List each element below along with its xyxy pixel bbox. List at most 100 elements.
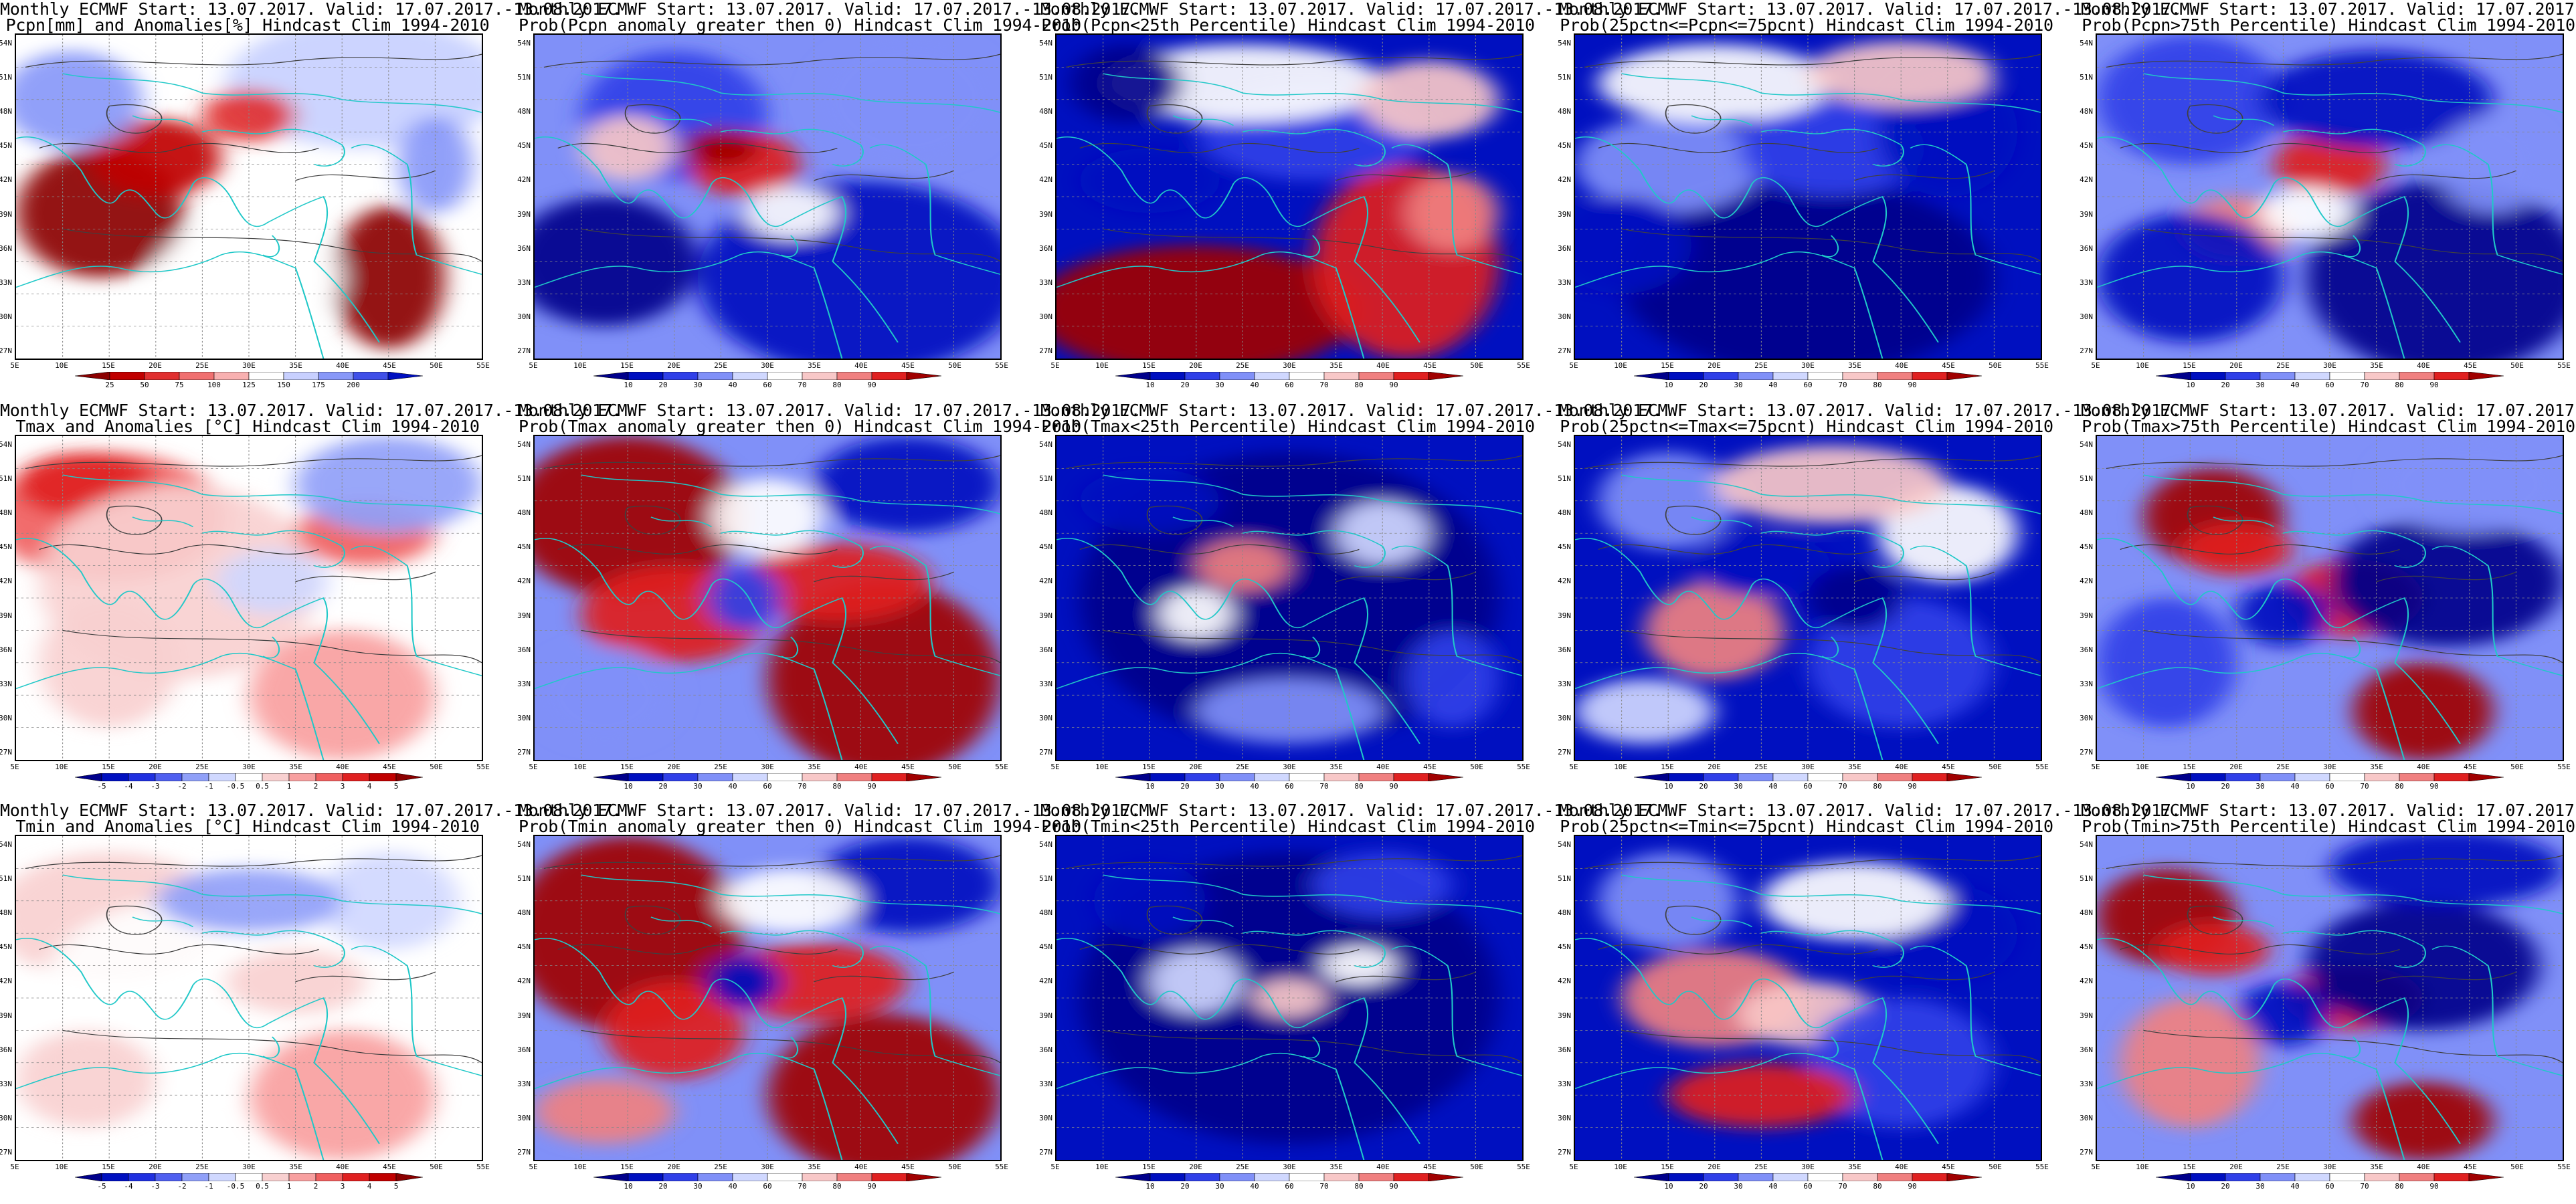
lon-label: 25E bbox=[2276, 1163, 2290, 1171]
coastline bbox=[313, 261, 380, 343]
coastline bbox=[16, 251, 325, 359]
lon-label: 40E bbox=[336, 361, 349, 370]
color-bar-tick: 20 bbox=[1180, 782, 1190, 791]
contour-line bbox=[2143, 1029, 2563, 1064]
coastline bbox=[1303, 1036, 1321, 1059]
panel-title: Prob(25pctn<=Pcpn<=75pcnt) Hindcast Clim… bbox=[1560, 15, 2053, 35]
color-bar-tick: 60 bbox=[2325, 381, 2334, 389]
lon-label: 25E bbox=[1754, 1163, 1768, 1171]
color-bar-tick: 80 bbox=[2395, 381, 2404, 389]
color-bar-swatch bbox=[662, 1173, 699, 1181]
lon-label: 50E bbox=[1989, 1163, 2002, 1171]
color-bar-swatch bbox=[871, 372, 907, 380]
lat-label: 30N bbox=[2080, 713, 2093, 722]
lon-label: 10E bbox=[573, 361, 587, 370]
lat-label: 39N bbox=[517, 611, 531, 620]
panel-title: Prob(Tmax>75th Percentile) Hindcast Clim… bbox=[2082, 417, 2575, 436]
color-bar-swatch bbox=[1842, 773, 1878, 781]
contour-line bbox=[2187, 905, 2243, 935]
color-bar-tick: 30 bbox=[1734, 782, 1743, 791]
coastline bbox=[1575, 1052, 1883, 1160]
contour-line bbox=[557, 944, 838, 955]
contour-line bbox=[1665, 104, 1722, 134]
color-bar-swatch bbox=[1323, 372, 1360, 380]
lat-label: 48N bbox=[517, 107, 531, 116]
lat-label: 39N bbox=[2080, 611, 2093, 620]
lat-label: 48N bbox=[2080, 508, 2093, 518]
forecast-map bbox=[2096, 33, 2564, 360]
contour-line bbox=[62, 228, 482, 262]
contour-line bbox=[25, 54, 482, 68]
lon-label: 40E bbox=[336, 1163, 349, 1171]
lat-label: 36N bbox=[1558, 1045, 1571, 1054]
map-field bbox=[1056, 436, 1522, 760]
lat-label: 27N bbox=[517, 346, 531, 355]
lon-label: 25E bbox=[2276, 361, 2290, 370]
coastline bbox=[2097, 136, 2409, 262]
coastline bbox=[16, 938, 329, 1063]
color-bar-tick: 3 bbox=[340, 782, 345, 791]
contour-line bbox=[1065, 855, 1522, 869]
color-bar bbox=[593, 372, 941, 380]
lon-label: 55E bbox=[2035, 1163, 2049, 1171]
color-bar-swatch bbox=[2156, 372, 2191, 380]
field-region bbox=[744, 542, 931, 621]
coastline bbox=[2343, 1036, 2361, 1059]
lon-label: 25E bbox=[714, 763, 727, 771]
coastline bbox=[262, 636, 280, 659]
lat-label: 27N bbox=[1039, 1148, 1052, 1157]
lat-label: 39N bbox=[1039, 611, 1052, 620]
color-bar-tick: 30 bbox=[1734, 1182, 1743, 1191]
color-bar-tick: 80 bbox=[1354, 381, 1364, 389]
lon-label: 30E bbox=[242, 1163, 256, 1171]
lat-label: 42N bbox=[0, 175, 12, 185]
forecast-panel: Monthly ECMWF Start: 13.07.2017. Valid: … bbox=[0, 801, 622, 1203]
lat-label: 48N bbox=[0, 908, 12, 918]
color-bar-swatch bbox=[1842, 1173, 1878, 1181]
color-bar-swatch bbox=[2468, 1173, 2504, 1181]
panel-title: Prob(Tmin>75th Percentile) Hindcast Clim… bbox=[2082, 817, 2575, 836]
forecast-map bbox=[1055, 835, 1524, 1161]
contour-line bbox=[106, 505, 163, 535]
panel-title: Tmin and Anomalies [°C] Hindcast Clim 19… bbox=[15, 817, 480, 836]
lon-label: 5E bbox=[1050, 361, 1060, 370]
color-bar-swatch bbox=[628, 372, 664, 380]
color-bar-swatch bbox=[101, 773, 129, 781]
color-bar-swatch bbox=[1912, 372, 1948, 380]
color-bar-tick: 80 bbox=[1873, 381, 1882, 389]
coastline bbox=[1621, 474, 2041, 514]
color-bar-tick: 1 bbox=[286, 782, 292, 791]
lon-label: 20E bbox=[2229, 1163, 2243, 1171]
lat-label: 42N bbox=[1039, 175, 1052, 185]
field-region bbox=[1808, 598, 1995, 728]
lat-label: 27N bbox=[1558, 346, 1571, 355]
lat-label: 36N bbox=[517, 1045, 531, 1054]
color-bar-tick: 70 bbox=[2360, 782, 2369, 791]
lon-label: 10E bbox=[2136, 763, 2149, 771]
color-bar-tick: 10 bbox=[1145, 1182, 1155, 1191]
lon-label: 55E bbox=[2557, 1163, 2571, 1171]
lon-label: 25E bbox=[195, 361, 209, 370]
color-bar-swatch bbox=[732, 372, 768, 380]
color-bar-swatch bbox=[2433, 773, 2470, 781]
lat-label: 39N bbox=[517, 209, 531, 219]
lon-label: 35E bbox=[808, 763, 821, 771]
color-bar-swatch bbox=[2190, 773, 2226, 781]
lat-label: 27N bbox=[517, 1148, 531, 1157]
forecast-panel: Monthly ECMWF Start: 13.07.2017. Valid: … bbox=[1558, 401, 2181, 803]
color-bar-swatch bbox=[1703, 773, 1739, 781]
color-bar-swatch bbox=[2225, 1173, 2261, 1181]
color-bar-tick: 20 bbox=[2221, 782, 2230, 791]
lon-label: 25E bbox=[1236, 763, 1249, 771]
color-bar-tick: 70 bbox=[2360, 381, 2369, 389]
color-bar-swatch bbox=[1393, 773, 1429, 781]
field-region bbox=[1056, 245, 1360, 359]
lat-label: 39N bbox=[1039, 209, 1052, 219]
coastline bbox=[62, 874, 482, 914]
color-bar-swatch bbox=[697, 372, 733, 380]
coastline bbox=[832, 662, 899, 744]
color-bar-swatch bbox=[1946, 1173, 1982, 1181]
lat-label: 39N bbox=[1039, 1011, 1052, 1020]
field-region bbox=[2157, 923, 2270, 976]
coastline bbox=[1575, 538, 1888, 663]
